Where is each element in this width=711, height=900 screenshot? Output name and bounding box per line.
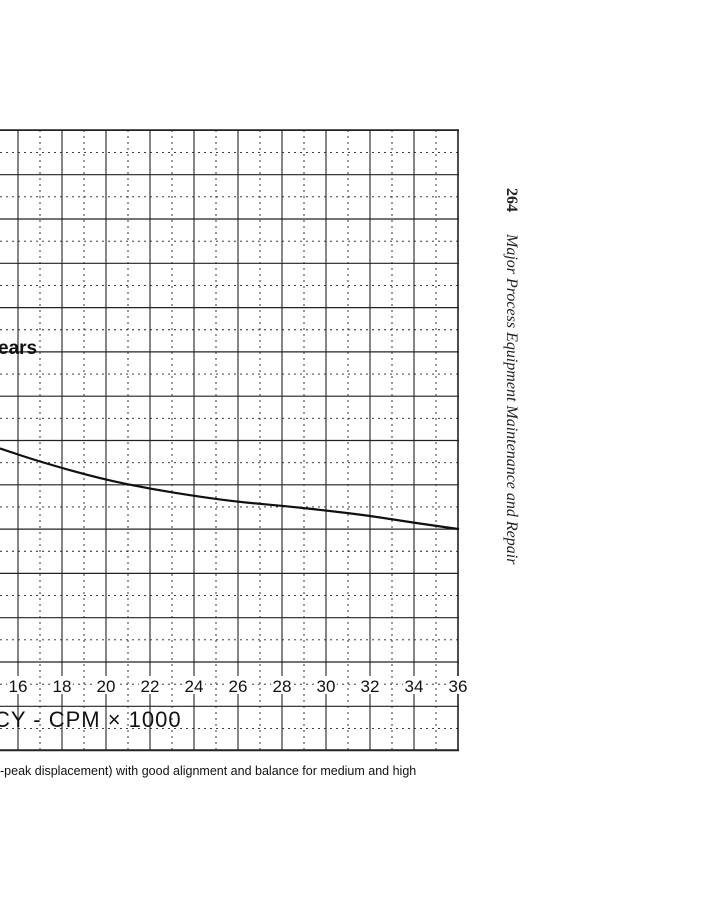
figure-caption: -peak displacement) with good alignment … [0,764,417,778]
series-label: ears [0,338,37,359]
x-tick-label: 30 [317,677,336,696]
book-title: Major Process Equipment Maintenance and … [503,234,520,565]
tick-label-background [315,676,337,694]
x-tick-label: 28 [273,677,292,696]
x-axis-title: CY - CPM × 1000 [0,707,182,732]
page-number: 264 [503,188,520,212]
running-head: 264 Major Process Equipment Maintenance … [502,188,520,564]
x-tick-label: 16 [9,677,28,696]
x-tick-label: 18 [53,677,72,696]
x-tick-label: 22 [141,677,160,696]
x-tick-label: 32 [361,677,380,696]
x-tick-label: 26 [229,677,248,696]
x-tick-labels: 16 18 20 22 24 26 28 30 32 34 36 [7,676,469,696]
tick-label-background [227,676,249,694]
tick-label-background [7,676,29,694]
tick-label-background [403,676,425,694]
x-tick-label: 34 [405,677,424,696]
grid [0,129,459,752]
tick-label-background [183,676,205,694]
tick-label-background [271,676,293,694]
tick-label-background [447,676,469,694]
series-line [0,447,460,531]
tick-label-background [51,676,73,694]
tick-label-background [139,676,161,694]
x-tick-label: 24 [185,677,204,696]
tick-label-background [95,676,117,694]
x-tick-label: 36 [449,677,468,696]
x-tick-label: 20 [97,677,116,696]
tick-label-background [359,676,381,694]
